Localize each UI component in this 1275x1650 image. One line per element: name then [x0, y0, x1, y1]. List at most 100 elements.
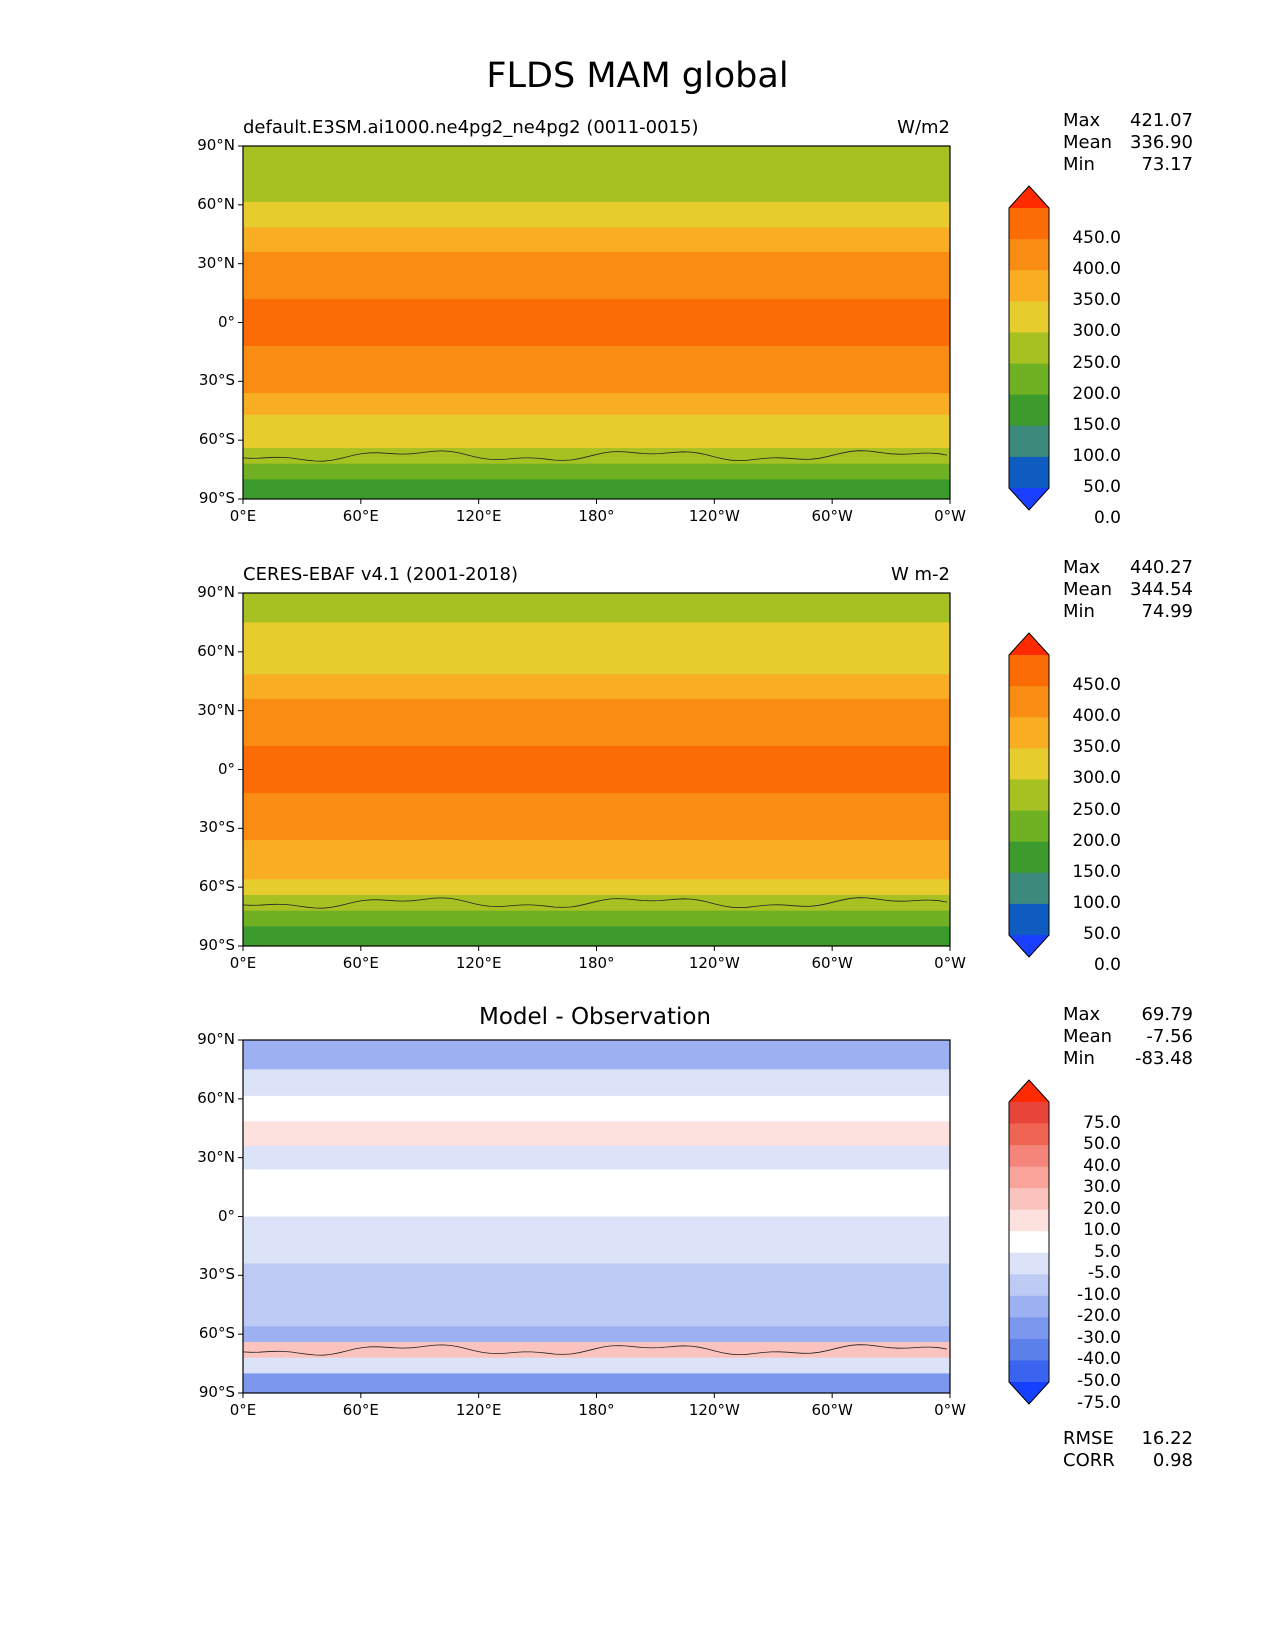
lat-tick-label: 0° — [217, 312, 235, 331]
lat-band — [243, 698, 950, 723]
colorbar-label: 200.0 — [1072, 830, 1121, 851]
lon-tick-label: 0°E — [229, 954, 257, 972]
colorbar-label: -40.0 — [1077, 1349, 1121, 1370]
lat-band — [243, 227, 950, 253]
colorbar-segment — [1009, 686, 1049, 718]
map-svg — [238, 1039, 1050, 1405]
lat-band — [243, 895, 950, 912]
lat-tick-label: 30°S — [198, 371, 235, 390]
lat-band — [243, 393, 950, 416]
stat-min-value: 74.99 — [1141, 601, 1193, 622]
stat-min-label: Min — [1063, 154, 1095, 175]
colorbar-label: 0.0 — [1093, 955, 1121, 976]
lat-tick-label: 60°N — [197, 1088, 235, 1107]
plot-left-title: default.E3SM.ai1000.ne4pg2_ne4pg2 (0011-… — [243, 117, 699, 138]
colorbar-segment — [1009, 1274, 1049, 1297]
lon-tick-label: 120°W — [688, 1401, 740, 1419]
lon-tick-label: 0°W — [934, 507, 966, 525]
colorbar-segment — [1009, 1188, 1049, 1211]
lat-tick-label: 90°N — [197, 136, 235, 154]
stat-mean-label: Mean — [1063, 1026, 1113, 1047]
colorbar-segment — [1009, 810, 1049, 843]
coastline — [242, 450, 948, 462]
rmse-value: 16.22 — [1141, 1428, 1193, 1449]
colorbar-label: 40.0 — [1083, 1155, 1121, 1176]
stats-box: Max 440.27 Mean 344.54 Min 74.99 — [1063, 557, 1193, 623]
colorbar-segment — [1009, 872, 1049, 905]
lat-band — [243, 479, 950, 500]
lat-band — [243, 201, 950, 228]
lat-band — [243, 322, 950, 347]
colorbar-label: -50.0 — [1077, 1371, 1121, 1391]
colorbar-segment — [1009, 1295, 1049, 1318]
lat-band — [243, 840, 950, 863]
colorbar-segment — [1009, 425, 1049, 458]
lon-tick-label: 0°E — [229, 1401, 257, 1419]
lat-tick-label: 30°N — [197, 1147, 235, 1166]
lat-band — [243, 1357, 950, 1374]
colorbar-label: 20.0 — [1083, 1198, 1121, 1219]
lat-band — [243, 816, 950, 841]
colorbar-label: 150.0 — [1072, 861, 1121, 882]
lat-band — [243, 926, 950, 947]
stat-max-label: Max — [1063, 557, 1101, 578]
rmse-row: RMSE 16.22 — [1063, 1428, 1193, 1450]
lat-tick-label: 90°S — [198, 936, 235, 954]
lat-band — [243, 1121, 950, 1147]
error-stats: RMSE 16.22 CORR 0.98 — [1063, 1428, 1193, 1472]
colorbar-label: 250.0 — [1072, 799, 1121, 820]
lat-band — [243, 622, 950, 650]
lon-tick-label: 120°W — [688, 954, 740, 972]
colorbar-segment — [1009, 1231, 1049, 1254]
lat-band — [243, 175, 950, 203]
lat-tick-label: 30°S — [198, 818, 235, 837]
colorbar-label: 400.0 — [1072, 259, 1121, 280]
lat-band — [243, 769, 950, 794]
lon-tick-label: 180° — [578, 1401, 615, 1419]
panel-reference: CERES-EBAF v4.1 (2001-2018) W m-2 Max 440.2… — [0, 557, 1275, 1007]
lat-band — [243, 1308, 950, 1327]
lat-band — [243, 1069, 950, 1097]
lat-band — [243, 674, 950, 700]
stat-min-value: 73.17 — [1141, 154, 1193, 175]
plot-units: W/m2 — [897, 117, 950, 138]
stat-mean-value: 344.54 — [1130, 579, 1193, 600]
lat-tick-label: 90°S — [198, 489, 235, 507]
lat-tick-label: 30°N — [197, 700, 235, 719]
page-title: FLDS MAM global — [486, 56, 789, 96]
colorbar-top-extend — [1009, 1080, 1049, 1102]
lat-band — [243, 1040, 950, 1070]
colorbar-segment — [1009, 332, 1049, 364]
lat-tick-label: 30°N — [197, 253, 235, 272]
lat-band — [243, 648, 950, 675]
lat-band — [243, 722, 950, 747]
colorbar-outline — [1008, 632, 1050, 958]
lat-band — [243, 745, 950, 770]
coastline — [242, 897, 948, 909]
colorbar-label: 75.0 — [1083, 1112, 1121, 1133]
lat-band — [243, 1342, 950, 1359]
stat-min-label: Min — [1063, 601, 1095, 622]
colorbar-segment — [1009, 717, 1049, 749]
lat-band — [243, 1263, 950, 1288]
lon-tick-label: 60°E — [342, 1401, 379, 1419]
stat-min-label: Min — [1063, 1048, 1095, 1069]
lat-band — [243, 1240, 950, 1265]
corr-value: 0.98 — [1152, 1450, 1193, 1471]
stat-max-label: Max — [1063, 110, 1101, 131]
colorbar-label: 450.0 — [1072, 675, 1121, 696]
corr-label: CORR — [1063, 1450, 1115, 1471]
stat-max: Max 69.79 — [1063, 1004, 1193, 1026]
colorbar-label: 150.0 — [1072, 414, 1121, 435]
colorbar-label: 100.0 — [1072, 892, 1121, 913]
colorbar-label: 200.0 — [1072, 383, 1121, 404]
colorbar-segment — [1009, 270, 1049, 302]
colorbar-segment — [1009, 1360, 1049, 1383]
colorbar-segment — [1009, 1145, 1049, 1168]
lat-tick-label: 0° — [217, 1206, 235, 1225]
lat-band — [243, 1095, 950, 1122]
colorbar-segment — [1009, 1252, 1049, 1275]
colorbar-outline — [1008, 1079, 1050, 1405]
lat-band — [243, 1216, 950, 1241]
lon-tick-label: 60°W — [811, 1401, 853, 1419]
